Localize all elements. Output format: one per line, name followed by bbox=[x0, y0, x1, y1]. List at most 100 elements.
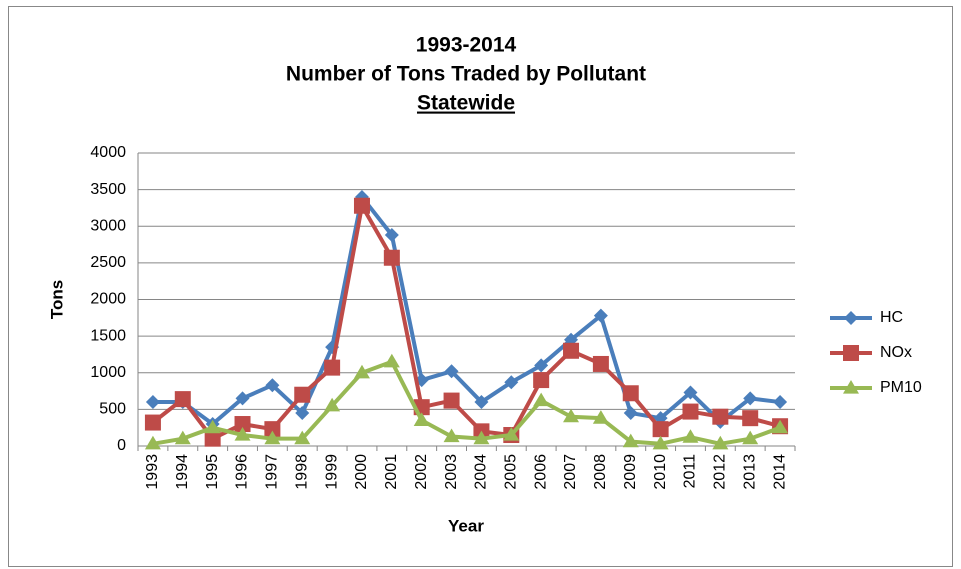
x-tick-label: 1999 bbox=[323, 454, 340, 490]
marker bbox=[592, 410, 609, 424]
marker bbox=[294, 386, 311, 403]
series-line bbox=[152, 194, 781, 427]
x-tick-label: 2001 bbox=[383, 454, 400, 490]
marker bbox=[204, 419, 221, 434]
marker bbox=[683, 385, 698, 400]
x-tick-label: 1998 bbox=[293, 454, 310, 490]
marker bbox=[144, 414, 161, 431]
marker bbox=[712, 435, 729, 450]
marker bbox=[384, 228, 399, 243]
x-tick-label: 2013 bbox=[741, 454, 758, 490]
marker bbox=[264, 421, 281, 438]
marker bbox=[772, 419, 789, 434]
marker bbox=[682, 429, 699, 443]
marker bbox=[174, 430, 191, 445]
marker bbox=[843, 380, 859, 394]
marker bbox=[234, 416, 251, 433]
x-tick-label: 1993 bbox=[144, 454, 161, 490]
marker bbox=[742, 430, 759, 445]
x-tick-label: 2000 bbox=[353, 454, 370, 490]
marker bbox=[563, 342, 580, 359]
marker bbox=[443, 428, 460, 443]
marker bbox=[353, 364, 370, 379]
series-line bbox=[151, 203, 781, 441]
marker bbox=[294, 430, 311, 445]
x-tick-label: 1995 bbox=[204, 454, 221, 490]
y-tick-label: 2000 bbox=[90, 291, 126, 308]
x-tick-label: 1997 bbox=[264, 454, 281, 490]
marker bbox=[533, 392, 550, 407]
x-tick-label: 1996 bbox=[234, 454, 251, 490]
chart-title: 1993-2014 bbox=[416, 34, 517, 57]
y-tick-label: 500 bbox=[99, 401, 126, 418]
y-tick-label: 3000 bbox=[90, 217, 126, 234]
legend-label: HC bbox=[880, 309, 903, 326]
marker bbox=[843, 345, 859, 361]
marker bbox=[622, 433, 639, 448]
marker bbox=[844, 311, 858, 325]
marker bbox=[324, 397, 341, 412]
x-tick-label: 2005 bbox=[503, 454, 520, 490]
x-tick-label: 2010 bbox=[652, 454, 669, 490]
marker bbox=[353, 197, 370, 214]
x-tick-label: 2006 bbox=[532, 454, 549, 490]
marker bbox=[295, 406, 310, 421]
marker bbox=[743, 391, 758, 406]
x-tick-label: 2014 bbox=[771, 454, 788, 490]
x-tick-label: 2009 bbox=[622, 454, 639, 490]
y-tick-label: 4000 bbox=[90, 144, 126, 161]
marker bbox=[234, 427, 251, 441]
marker bbox=[622, 385, 639, 402]
marker bbox=[652, 435, 669, 450]
x-tick-label: 2004 bbox=[473, 454, 490, 490]
marker bbox=[145, 395, 160, 410]
x-tick-label: 2011 bbox=[682, 454, 699, 489]
marker bbox=[742, 410, 759, 427]
chart-title: Number of Tons Traded by Pollutant bbox=[286, 63, 646, 86]
marker bbox=[773, 395, 788, 410]
marker bbox=[473, 430, 490, 445]
marker bbox=[533, 372, 550, 389]
y-axis-title: Tons bbox=[47, 280, 66, 319]
x-tick-label: 2003 bbox=[443, 454, 460, 490]
marker bbox=[265, 378, 280, 393]
y-tick-label: 1000 bbox=[90, 364, 126, 381]
x-axis-title: Year bbox=[448, 516, 484, 535]
marker bbox=[592, 355, 609, 372]
x-tick-label: 2002 bbox=[413, 454, 430, 490]
y-tick-label: 2500 bbox=[90, 254, 126, 271]
y-tick-label: 1500 bbox=[90, 327, 126, 344]
y-tick-label: 3500 bbox=[90, 181, 126, 198]
marker bbox=[444, 364, 459, 379]
legend-label: PM10 bbox=[880, 379, 922, 396]
legend-label: NOx bbox=[880, 344, 912, 361]
marker bbox=[144, 435, 161, 450]
marker bbox=[204, 430, 221, 447]
chart-title: Statewide bbox=[417, 92, 515, 115]
x-tick-label: 1994 bbox=[174, 454, 191, 490]
marker bbox=[563, 408, 580, 423]
marker bbox=[593, 308, 608, 323]
marker bbox=[443, 392, 460, 409]
marker bbox=[383, 249, 400, 266]
x-tick-label: 2007 bbox=[562, 454, 579, 490]
marker bbox=[174, 391, 191, 408]
marker bbox=[235, 391, 250, 406]
x-tick-label: 2008 bbox=[592, 454, 609, 490]
marker bbox=[503, 427, 520, 441]
marker bbox=[474, 395, 489, 410]
x-tick-label: 2012 bbox=[712, 454, 729, 490]
marker bbox=[504, 375, 519, 390]
marker bbox=[264, 430, 281, 445]
marker bbox=[413, 412, 430, 426]
series-line bbox=[152, 359, 781, 446]
marker bbox=[383, 353, 400, 368]
y-tick-label: 0 bbox=[117, 437, 126, 454]
marker bbox=[712, 408, 729, 425]
marker bbox=[534, 358, 549, 373]
marker bbox=[682, 403, 699, 420]
marker bbox=[652, 421, 669, 438]
marker bbox=[623, 406, 638, 421]
chart-frame bbox=[8, 6, 953, 567]
